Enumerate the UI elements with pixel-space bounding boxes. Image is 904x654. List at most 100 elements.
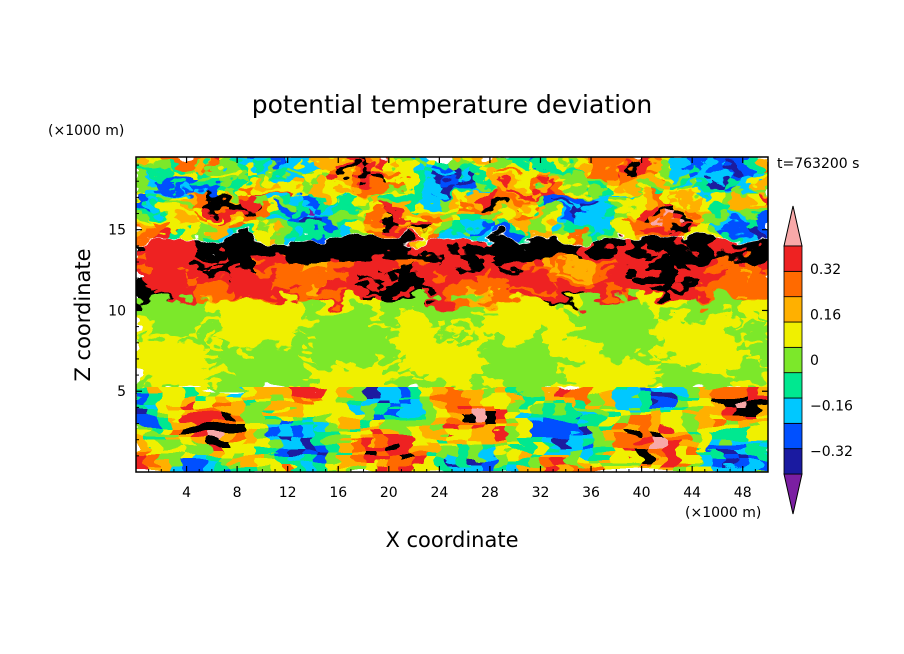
heatmap-cell — [207, 206, 221, 215]
heatmap-cell — [747, 300, 761, 309]
heatmap-cell — [615, 218, 629, 227]
heatmap-cell — [399, 277, 413, 286]
heatmap-cell — [555, 318, 569, 327]
heatmap-cell — [543, 441, 557, 449]
heatmap-cell — [735, 212, 749, 221]
heatmap-cell — [483, 378, 497, 387]
heatmap-cell — [615, 378, 629, 387]
heatmap-cell — [435, 459, 449, 467]
heatmap-cell — [195, 393, 209, 401]
heatmap-cell — [603, 405, 617, 413]
heatmap-cell — [327, 429, 341, 437]
heatmap-cell — [136, 239, 149, 248]
heatmap-cell — [687, 206, 701, 215]
heatmap-cell — [555, 190, 569, 199]
heatmap-cell — [243, 172, 257, 181]
heatmap-cell — [399, 295, 413, 304]
heatmap-cell — [579, 259, 593, 268]
heatmap-cell — [136, 206, 149, 215]
heatmap-cell — [507, 166, 521, 175]
heatmap-cell — [507, 184, 521, 193]
heatmap-cell — [519, 239, 533, 248]
heatmap-cell — [303, 184, 317, 193]
heatmap-cell — [207, 453, 221, 461]
heatmap-cell — [459, 184, 473, 193]
heatmap-cell — [495, 366, 509, 375]
heatmap-cell — [519, 423, 533, 431]
x-tick-label: 4 — [182, 485, 191, 501]
heatmap-cell — [435, 429, 449, 437]
heatmap-cell — [351, 372, 365, 381]
heatmap-cell — [363, 224, 377, 233]
heatmap-cell — [459, 265, 473, 274]
heatmap-cell — [219, 166, 233, 175]
heatmap-cell — [447, 289, 461, 298]
heatmap-cell — [663, 387, 677, 395]
heatmap-cell — [387, 393, 401, 401]
heatmap-cell — [243, 190, 257, 199]
heatmap-cell — [687, 423, 701, 431]
heatmap-cell — [399, 417, 413, 425]
colorbar-swatch — [783, 448, 803, 475]
heatmap-cell — [159, 354, 173, 363]
heatmap-cell — [579, 194, 593, 203]
heatmap-cell — [555, 224, 569, 233]
heatmap-cell — [207, 160, 221, 169]
heatmap-cell — [447, 399, 461, 407]
heatmap-cell — [219, 318, 233, 327]
heatmap-cell — [507, 372, 521, 381]
heatmap-cell — [735, 459, 749, 467]
heatmap-cell — [651, 330, 665, 339]
heatmap-cell — [723, 411, 737, 419]
heatmap-cell — [483, 453, 497, 461]
heatmap-cell — [615, 277, 629, 286]
heatmap-cell — [183, 378, 197, 387]
heatmap-cell — [195, 224, 209, 233]
heatmap-cell — [231, 330, 245, 339]
heatmap-cell — [651, 230, 665, 239]
heatmap-cell — [327, 441, 341, 449]
heatmap-cell — [411, 172, 425, 181]
heatmap-cell — [423, 378, 437, 387]
heatmap-cell — [303, 387, 317, 395]
heatmap-cell — [651, 245, 665, 254]
heatmap-cell — [411, 336, 425, 345]
heatmap-cell — [219, 312, 233, 321]
heatmap-cell — [303, 200, 317, 209]
heatmap-cell — [639, 372, 653, 381]
heatmap-cell — [159, 300, 173, 309]
heatmap-cell — [507, 251, 521, 260]
heatmap-cell — [159, 194, 173, 203]
heatmap-cell — [759, 190, 768, 199]
heatmap-cell — [291, 239, 305, 248]
heatmap-cell — [687, 283, 701, 292]
heatmap-cell — [303, 295, 317, 304]
heatmap-cell — [531, 330, 545, 339]
heatmap-cell — [711, 200, 725, 209]
heatmap-cell — [699, 459, 713, 467]
heatmap-cell — [136, 277, 149, 286]
heatmap-cell — [267, 366, 281, 375]
heatmap-cell — [375, 230, 389, 239]
heatmap-cell — [207, 251, 221, 260]
heatmap-cell — [699, 324, 713, 333]
heatmap-cell — [663, 453, 677, 461]
heatmap-cell — [231, 441, 245, 449]
heatmap-cell — [231, 387, 245, 395]
heatmap-cell — [567, 245, 581, 254]
heatmap-cell — [555, 194, 569, 203]
heatmap-cell — [447, 435, 461, 443]
heatmap-cell — [423, 251, 437, 260]
heatmap-cell — [555, 218, 569, 227]
heatmap-cell — [483, 166, 497, 175]
heatmap-cell — [387, 465, 401, 472]
heatmap-cell — [147, 429, 161, 437]
heatmap-cell — [411, 435, 425, 443]
heatmap-cell — [615, 300, 629, 309]
heatmap-cell — [387, 300, 401, 309]
heatmap-cell — [219, 218, 233, 227]
heatmap-cell — [687, 265, 701, 274]
heatmap-cell — [699, 245, 713, 254]
heatmap-cell — [231, 218, 245, 227]
heatmap-cell — [747, 178, 761, 187]
